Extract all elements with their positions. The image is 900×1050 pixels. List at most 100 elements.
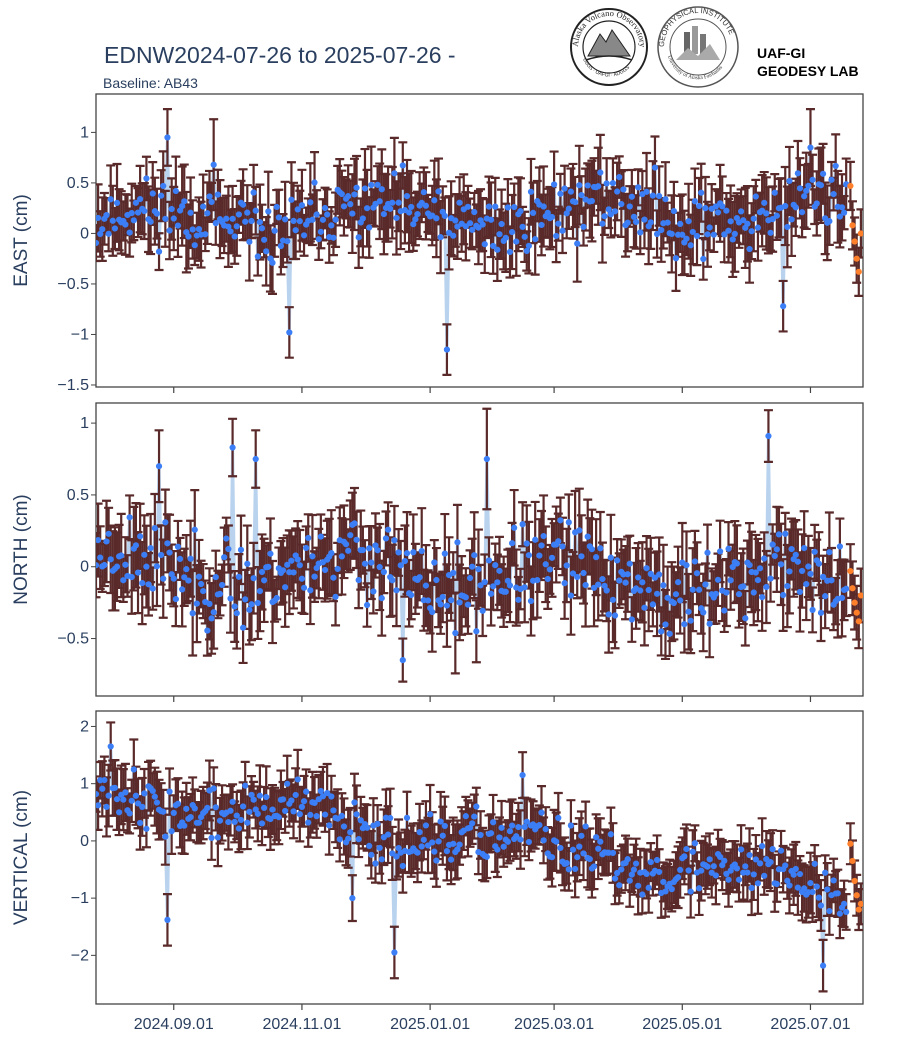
data-point: [441, 550, 448, 557]
data-point: [155, 463, 163, 470]
data-point: [582, 823, 589, 830]
data-point: [765, 432, 772, 440]
data-point: [282, 216, 289, 223]
data-point: [387, 205, 394, 212]
gi-logo: GEOPHYSICAL INSTITUTE University of Alas…: [657, 6, 739, 88]
data-point: [559, 227, 566, 234]
y-tick-label: −1: [71, 326, 89, 343]
data-point: [195, 226, 203, 233]
data-point: [553, 232, 560, 240]
data-point: [822, 869, 829, 876]
data-point: [334, 565, 341, 573]
data-point: [729, 236, 736, 243]
data-point: [300, 232, 308, 239]
data-point: [332, 216, 339, 223]
data-point: [313, 813, 320, 820]
data-point: [565, 866, 572, 873]
data-point: [195, 573, 203, 580]
data-point: [710, 231, 717, 238]
data-point: [822, 593, 829, 600]
data-point: [172, 187, 179, 195]
data-point: [700, 255, 707, 262]
data-point: [469, 226, 476, 233]
data-point: [208, 198, 215, 206]
data-point: [714, 576, 722, 583]
data-point: [294, 206, 301, 213]
data-point: [170, 575, 177, 582]
data-point: [248, 791, 255, 798]
data-point: [368, 181, 375, 189]
data-point: [550, 181, 558, 188]
data-point: [525, 242, 532, 249]
data-point: [204, 804, 211, 811]
data-point: [567, 188, 575, 195]
data-point: [607, 554, 614, 561]
data-point: [242, 218, 249, 225]
data-point: [584, 533, 591, 540]
data-point: [378, 595, 385, 602]
data-point: [546, 566, 553, 573]
data-point: [809, 606, 816, 613]
data-point: [771, 189, 778, 196]
data-point: [677, 597, 684, 604]
data-point: [792, 865, 799, 873]
data-point: [483, 455, 490, 463]
data-point: [429, 839, 436, 846]
data-point: [410, 549, 417, 556]
data-point: [500, 843, 507, 850]
data-point: [227, 807, 234, 814]
data-point: [590, 863, 598, 870]
data-point: [595, 581, 602, 588]
data-point: [355, 836, 362, 843]
data-point: [775, 531, 783, 538]
data-point: [656, 571, 663, 578]
data-point: [689, 228, 696, 236]
data-point: [408, 203, 415, 211]
data-point: [292, 791, 299, 799]
data-point: [311, 179, 318, 186]
data-point: [437, 818, 444, 825]
data-point: [662, 621, 669, 628]
data-point: [681, 853, 688, 860]
data-point: [107, 556, 114, 563]
data-point-recent: [847, 567, 854, 575]
plot-area: [96, 721, 863, 993]
data-point: [197, 580, 205, 588]
data-point: [273, 594, 280, 602]
data-point: [218, 581, 226, 589]
data-point: [368, 851, 375, 858]
data-point: [363, 601, 371, 609]
data-point: [548, 213, 556, 221]
data-point: [536, 552, 543, 559]
data-point: [782, 862, 789, 869]
data-point: [817, 902, 825, 909]
data-point: [649, 601, 656, 608]
data-point: [164, 916, 171, 923]
data-point: [773, 880, 780, 888]
data-point: [132, 542, 140, 549]
data-point: [508, 228, 516, 236]
data-point: [149, 787, 156, 795]
data-point: [101, 776, 108, 784]
data-point: [162, 833, 169, 840]
data-point: [740, 583, 747, 590]
data-point: [477, 582, 484, 589]
data-point: [691, 198, 698, 205]
data-point: [271, 227, 278, 234]
data-point: [719, 203, 726, 210]
data-point: [450, 569, 457, 576]
data-point: [641, 604, 648, 611]
data-point: [359, 547, 366, 554]
data-point: [521, 584, 528, 591]
data-point: [130, 217, 137, 224]
data-point-recent: [855, 906, 862, 913]
data-point: [303, 788, 310, 795]
data-point: [433, 576, 440, 584]
data-point: [353, 184, 360, 191]
data-point: [153, 210, 161, 217]
data-point: [103, 538, 110, 545]
data-point: [422, 582, 430, 589]
data-point: [311, 799, 318, 806]
data-point: [691, 558, 698, 565]
data-point: [681, 621, 688, 628]
